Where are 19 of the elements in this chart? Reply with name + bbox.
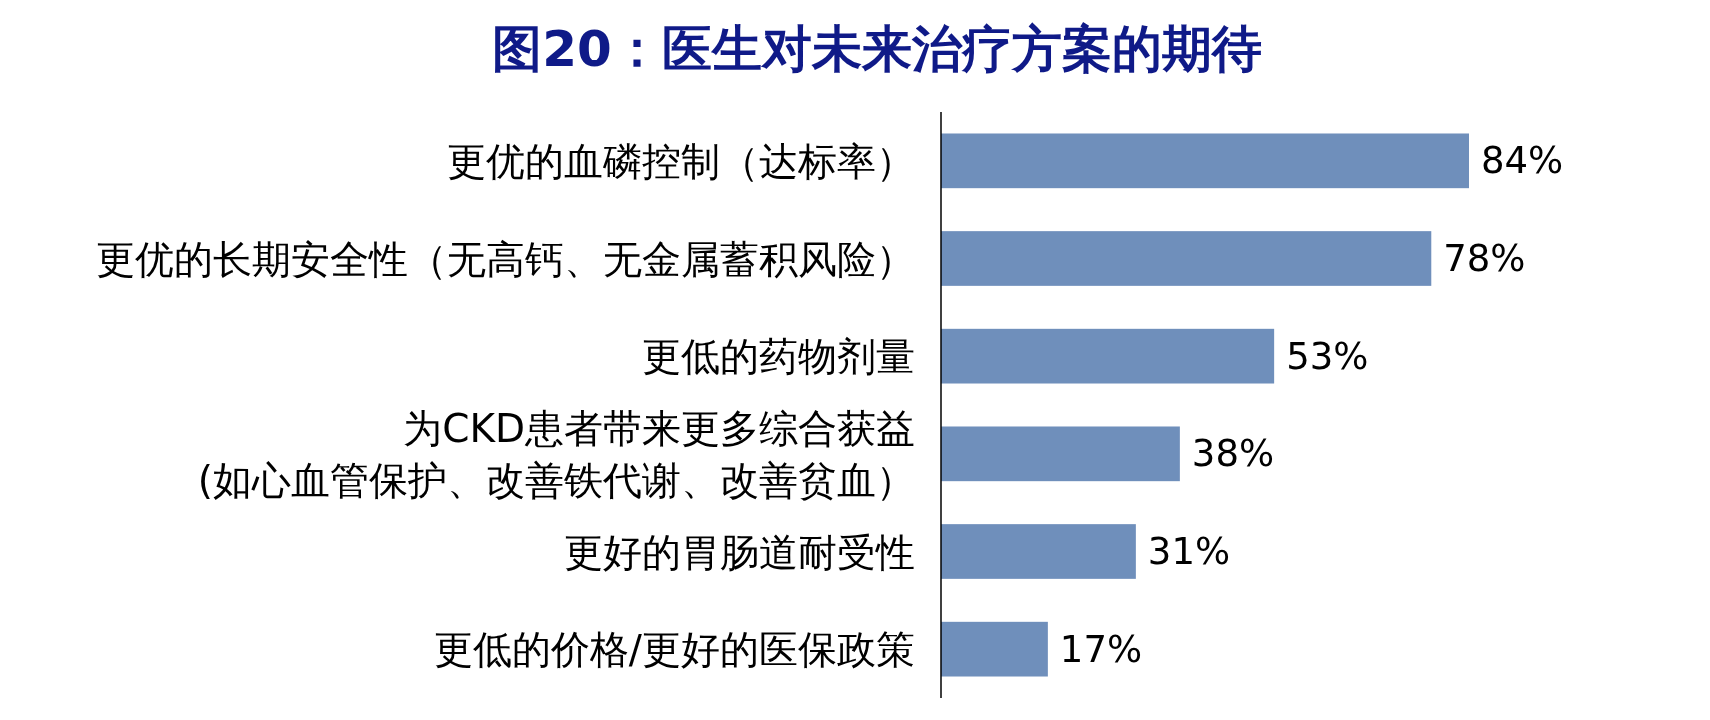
bar — [941, 133, 1469, 189]
data-label: 31% — [1147, 530, 1231, 573]
y-tick-label: 更优的血磷控制（达标率） — [447, 138, 915, 184]
bar — [941, 524, 1136, 579]
data-label: 78% — [1443, 237, 1526, 280]
data-label: 38% — [1191, 432, 1275, 476]
y-tick-label: 更好的胃肠道耐受性 — [564, 529, 915, 574]
bar — [941, 328, 1275, 384]
bar — [941, 231, 1432, 286]
y-tick-label: 更低的价格/更好的医保政策 — [433, 626, 915, 672]
bar — [941, 621, 1048, 677]
bar — [941, 426, 1180, 482]
data-label: 84% — [1481, 139, 1564, 183]
data-label: 53% — [1286, 334, 1369, 378]
data-label: 17% — [1059, 627, 1143, 671]
y-tick-label: 更优的长期安全性（无高钙、无金属蓄积风险） — [96, 236, 915, 281]
y-tick-label: 更低的药物剂量 — [642, 333, 915, 379]
chart-title: 图20：医生对未来治疗方案的期待 — [492, 20, 1262, 78]
y-tick-label: 为CKD患者带来更多综合获益 (如心血管保护、改善铁代谢、改善贫血） — [197, 405, 915, 503]
